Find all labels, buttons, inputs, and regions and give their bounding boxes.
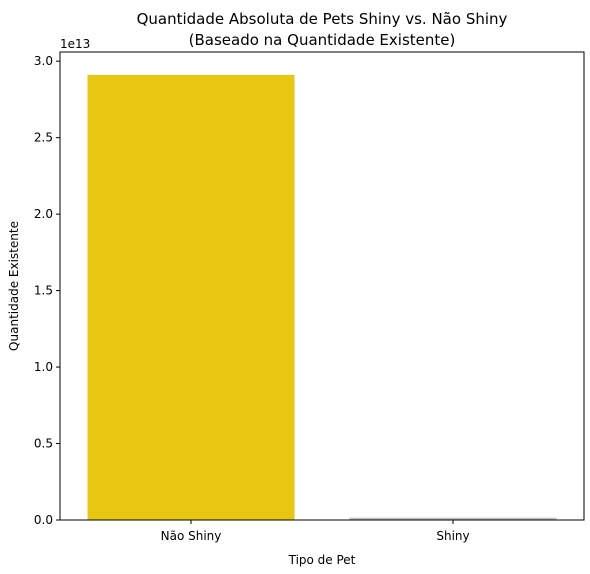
bar-shiny [349, 517, 557, 520]
y-tick-label: 0.0 [34, 513, 53, 527]
chart-title: Quantidade Absoluta de Pets Shiny vs. Nã… [137, 10, 508, 28]
y-axis-offset-label: 1e13 [60, 37, 90, 51]
y-tick-label: 3.0 [34, 54, 53, 68]
y-tick-label: 0.5 [34, 437, 53, 451]
chart-subtitle: (Baseado na Quantidade Existente) [189, 31, 456, 49]
y-tick-label: 2.0 [34, 207, 53, 221]
bar-nao-shiny [87, 74, 295, 521]
x-ticks: Não Shiny Shiny [161, 520, 470, 543]
y-ticks: 0.0 0.5 1.0 1.5 2.0 2.5 3.0 [34, 54, 60, 527]
x-tick-label: Shiny [436, 529, 469, 543]
x-tick-label: Não Shiny [161, 529, 222, 543]
y-tick-label: 1.0 [34, 360, 53, 374]
plot-frame [59, 51, 585, 521]
bars [87, 74, 557, 521]
y-tick-label: 2.5 [34, 131, 53, 145]
y-tick-label: 1.5 [34, 284, 53, 298]
x-axis-label: Tipo de Pet [288, 553, 356, 567]
y-axis-label: Quantidade Existente [7, 221, 21, 351]
